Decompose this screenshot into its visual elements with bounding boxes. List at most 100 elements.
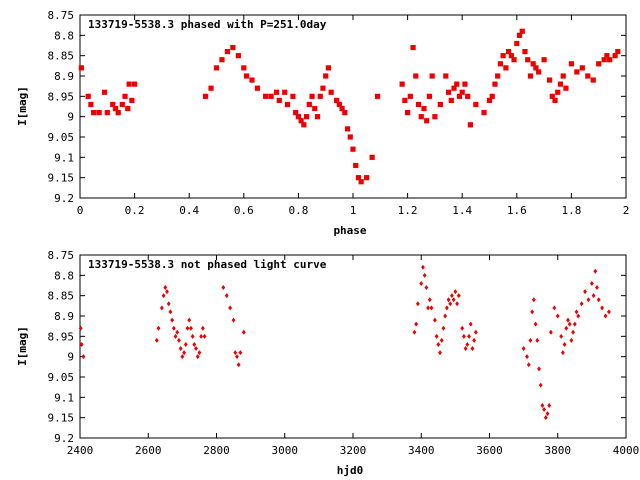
data-point (459, 89, 465, 95)
data-point (241, 65, 247, 71)
data-point (317, 93, 323, 99)
x-tick-label: 4000 (613, 444, 640, 457)
data-point (593, 268, 598, 274)
data-point (566, 317, 570, 323)
data-point (424, 285, 429, 291)
data-point (171, 325, 176, 331)
data-point (446, 297, 451, 303)
data-point (353, 162, 359, 169)
data-point (224, 293, 229, 299)
data-point (78, 65, 84, 71)
data-point (538, 382, 543, 388)
data-point (290, 93, 296, 99)
data-point (228, 305, 233, 311)
data-point (545, 411, 550, 417)
data-point (419, 280, 424, 286)
data-point (555, 89, 561, 95)
data-point (418, 114, 424, 120)
data-point (541, 57, 547, 63)
data-point (527, 73, 534, 79)
x-tick-label: 2600 (135, 444, 162, 457)
data-point (543, 415, 548, 421)
data-point (238, 350, 243, 356)
data-point (276, 97, 282, 103)
data-point (603, 313, 608, 319)
data-point (535, 337, 540, 343)
data-point (530, 309, 535, 315)
data-point (601, 57, 607, 63)
data-point (426, 93, 433, 99)
y-tick-label: 8.75 (48, 249, 75, 262)
data-point (112, 105, 119, 112)
data-point (559, 333, 564, 339)
data-point (173, 333, 178, 339)
data-point (358, 179, 364, 185)
data-point (607, 57, 613, 63)
data-point (303, 114, 310, 120)
data-point (433, 317, 437, 323)
y-tick-label: 9.15 (48, 172, 75, 185)
data-point (470, 346, 475, 352)
data-point (540, 402, 545, 408)
data-point (557, 81, 564, 87)
data-point (462, 333, 466, 339)
data-point (284, 101, 291, 108)
data-point (334, 97, 340, 103)
data-point (154, 337, 159, 343)
data-point (195, 354, 200, 360)
data-points (78, 28, 621, 185)
data-point (231, 317, 236, 323)
data-point (604, 53, 610, 59)
x-tick-label: 1.4 (452, 204, 472, 217)
data-point (429, 73, 435, 79)
data-point (564, 325, 569, 331)
data-point (424, 118, 430, 124)
data-point (213, 65, 220, 71)
data-point (355, 175, 362, 181)
data-point (473, 329, 478, 335)
data-point (161, 293, 166, 299)
data-points (78, 264, 611, 421)
data-point (320, 85, 326, 91)
data-point (546, 77, 553, 83)
data-point (183, 341, 188, 347)
data-point (508, 53, 514, 59)
data-point (596, 61, 602, 67)
data-point (323, 73, 329, 79)
data-point (439, 337, 444, 343)
data-point (165, 289, 169, 295)
data-point (448, 97, 454, 103)
data-point (600, 305, 605, 311)
data-point (481, 110, 487, 116)
data-point (199, 333, 204, 339)
data-point (437, 101, 443, 108)
data-point (455, 301, 459, 307)
data-point (410, 44, 416, 51)
data-point (495, 73, 501, 79)
data-point (576, 313, 581, 319)
data-point (314, 114, 321, 120)
y-tick-label: 8.9 (54, 70, 74, 83)
data-point (402, 97, 408, 103)
data-point (156, 325, 161, 331)
data-point (175, 329, 180, 335)
data-point (187, 317, 192, 323)
data-point (115, 110, 121, 116)
data-point (503, 65, 509, 71)
data-point (163, 285, 168, 291)
data-point (472, 337, 477, 343)
data-point (453, 289, 458, 295)
data-point (125, 105, 131, 112)
data-point (445, 89, 452, 95)
data-point (436, 341, 441, 347)
data-point (364, 175, 370, 181)
data-point (254, 85, 261, 91)
x-tick-label: 2400 (67, 444, 94, 457)
data-point (579, 301, 584, 307)
data-point (178, 346, 183, 352)
y-tick-label: 8.8 (54, 29, 74, 42)
data-point (344, 126, 351, 132)
data-point (444, 305, 449, 311)
data-point (415, 301, 420, 307)
